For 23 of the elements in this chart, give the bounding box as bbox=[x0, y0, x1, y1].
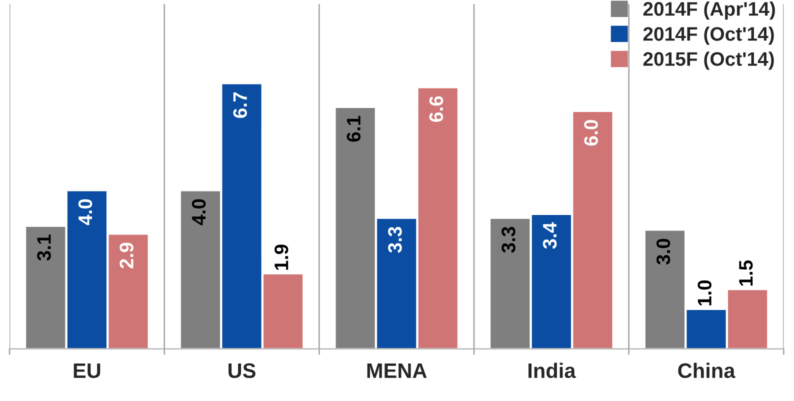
data-label: 1.0 bbox=[698, 280, 712, 306]
data-label: 6.7 bbox=[233, 92, 247, 118]
data-label: 3.3 bbox=[388, 226, 402, 253]
x-tick-label: China bbox=[678, 362, 736, 378]
x-tick-label: India bbox=[528, 362, 576, 378]
legend-label: 2014F (Apr'14) bbox=[643, 2, 775, 20]
data-label: 4.0 bbox=[78, 199, 92, 226]
data-label: 4.0 bbox=[192, 199, 206, 226]
data-label: 2.9 bbox=[120, 242, 134, 268]
legend-label: 2014F (Oct'14) bbox=[643, 26, 774, 45]
data-label: 6.1 bbox=[346, 116, 361, 142]
legend-label: 2015F (Oct'14) bbox=[643, 52, 774, 70]
data-label: 3.3 bbox=[502, 226, 516, 253]
data-label: 6.0 bbox=[584, 120, 598, 146]
data-label: 3.4 bbox=[542, 222, 557, 249]
x-tick-label: MENA bbox=[367, 364, 427, 378]
x-tick-label: US bbox=[228, 363, 256, 378]
data-label: 3.1 bbox=[37, 234, 51, 261]
data-label: 1.9 bbox=[274, 244, 288, 270]
x-tick-label: EU bbox=[74, 364, 100, 378]
data-label: 6.6 bbox=[429, 96, 444, 122]
data-label: 3.0 bbox=[656, 238, 670, 265]
data-label: 1.5 bbox=[739, 260, 753, 286]
